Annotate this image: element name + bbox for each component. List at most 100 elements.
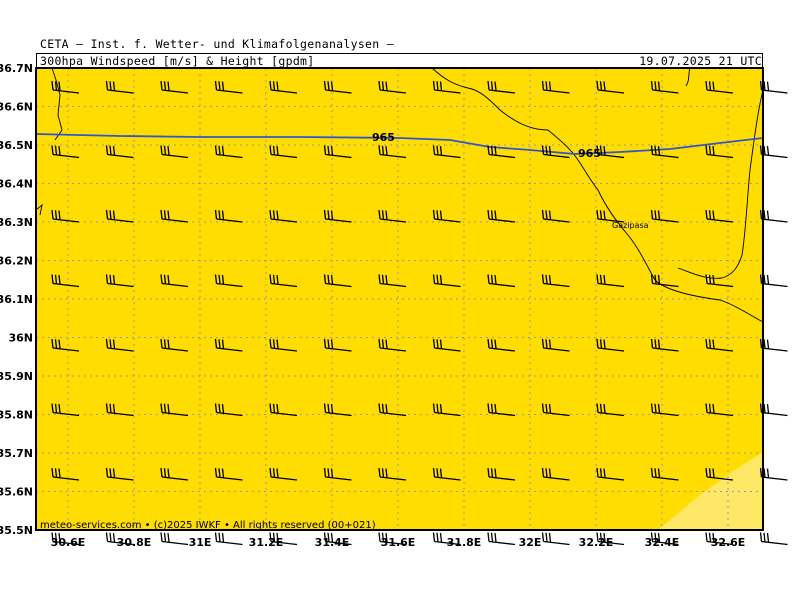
wind-barb <box>596 209 625 223</box>
lon-label: 32E <box>519 536 542 549</box>
lat-label: 36.3N <box>0 216 33 229</box>
wind-barb <box>596 467 625 481</box>
coastline-west-small <box>35 203 43 216</box>
wind-barb <box>432 532 461 546</box>
longitude-labels: 30.6E 30.8E 31E 31.2E 31.4E 31.6E 31.8E 32E 32.2… <box>51 536 746 549</box>
wind-barb <box>487 403 516 417</box>
wind-barb <box>759 338 788 352</box>
wind-barb <box>51 403 80 417</box>
copyright-footer: meteo-services.com • (c)2025 IWKF • All … <box>40 520 376 531</box>
wind-barb <box>487 532 516 546</box>
wind-barb <box>487 467 516 481</box>
wind-barb <box>432 80 461 94</box>
wind-barb <box>759 80 788 94</box>
wind-barb <box>432 145 461 159</box>
wind-barb <box>596 403 625 417</box>
lon-label: 32.6E <box>711 536 746 549</box>
lat-label: 35.9N <box>0 370 33 383</box>
wind-barb <box>269 338 298 352</box>
lat-label: 36.7N <box>0 62 33 75</box>
latitude-labels: 36.7N 36.6N 36.5N 36.4N 36.3N 36.2N 36.1N 36N 35… <box>0 62 33 537</box>
wind-barb <box>160 274 189 288</box>
wind-barb <box>705 145 734 159</box>
wind-barb <box>269 209 298 223</box>
map-subtitle: 300hpa_Windspeed_[m/s]_&_Height_[gpdm] <box>40 54 315 68</box>
lon-label: 32.4E <box>645 536 680 549</box>
wind-barb <box>705 274 734 288</box>
wind-barb <box>541 532 570 546</box>
map-border <box>35 67 764 531</box>
wind-barb <box>105 403 134 417</box>
wind-barb <box>487 145 516 159</box>
wind-barb <box>705 80 734 94</box>
wind-barb <box>160 338 189 352</box>
coastline <box>35 67 764 323</box>
coastline-main <box>431 67 764 323</box>
wind-barb <box>759 403 788 417</box>
map-title: CETA — Inst. f. Wetter- und Klimafolgena… <box>40 37 394 51</box>
height-contour-965 <box>35 133 764 155</box>
wind-barb <box>378 338 407 352</box>
wind-barb <box>650 274 679 288</box>
wind-barb <box>105 467 134 481</box>
wind-barb <box>214 467 243 481</box>
wind-barb <box>650 467 679 481</box>
wind-barb <box>596 338 625 352</box>
wind-barb <box>596 145 625 159</box>
wind-barb <box>51 274 80 288</box>
wind-barb <box>214 274 243 288</box>
coastline-north <box>685 67 691 87</box>
wind-barb <box>51 145 80 159</box>
wind-barb <box>160 532 189 546</box>
wind-barb <box>323 274 352 288</box>
wind-barb <box>596 274 625 288</box>
wind-barb <box>105 145 134 159</box>
wind-barb <box>432 403 461 417</box>
wind-barb <box>214 209 243 223</box>
wind-barb <box>105 80 134 94</box>
wind-barb <box>51 338 80 352</box>
lon-label: 31.2E <box>249 536 284 549</box>
wind-barb <box>269 274 298 288</box>
wind-barb <box>51 80 80 94</box>
wind-barb <box>378 403 407 417</box>
wind-barb <box>105 532 134 546</box>
lat-label: 36.5N <box>0 139 33 152</box>
wind-barb <box>541 209 570 223</box>
lat-label: 36.1N <box>0 293 33 306</box>
wind-barb <box>541 338 570 352</box>
wind-barb <box>378 274 407 288</box>
wind-barb <box>323 467 352 481</box>
wind-barb <box>105 338 134 352</box>
wind-barb <box>160 145 189 159</box>
wind-barb <box>214 145 243 159</box>
lat-label: 36.4N <box>0 178 33 191</box>
wind-barb <box>487 80 516 94</box>
coastline-west <box>51 67 63 141</box>
wind-barb <box>650 80 679 94</box>
wind-barb <box>323 403 352 417</box>
wind-barb <box>269 145 298 159</box>
wind-barb <box>759 209 788 223</box>
wind-barb <box>214 403 243 417</box>
wind-barb <box>705 338 734 352</box>
lon-label: 31.4E <box>315 536 350 549</box>
wind-barb <box>378 80 407 94</box>
wind-barb <box>596 80 625 94</box>
wind-barb <box>759 145 788 159</box>
wind-barb <box>432 274 461 288</box>
lon-label: 32.2E <box>579 536 614 549</box>
lon-label: 30.6E <box>51 536 86 549</box>
contour-label-1: 965 <box>372 131 395 144</box>
wind-barb <box>51 467 80 481</box>
wind-barb <box>51 532 80 546</box>
wind-barb <box>269 532 298 546</box>
wind-barb <box>596 532 625 546</box>
wind-barb <box>705 467 734 481</box>
wind-barb <box>759 532 788 546</box>
wind-barb <box>541 274 570 288</box>
wind-barb <box>705 209 734 223</box>
wind-barb <box>323 532 352 546</box>
wind-barb <box>269 467 298 481</box>
